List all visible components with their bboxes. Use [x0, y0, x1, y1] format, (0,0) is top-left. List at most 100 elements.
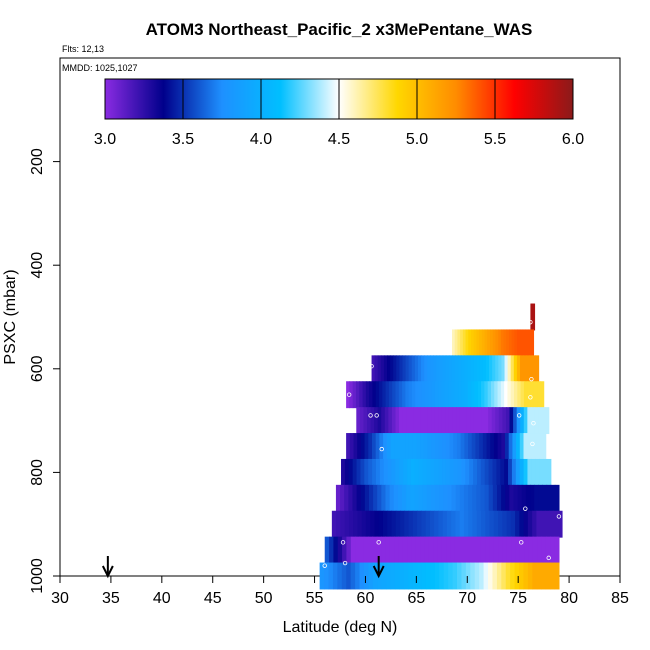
heatmap-cell [535, 458, 540, 486]
heatmap-cell [331, 510, 337, 538]
heatmap-cell [408, 562, 414, 590]
heatmap-cell [463, 484, 469, 512]
heatmap-cell [380, 355, 385, 383]
heatmap-cell [344, 510, 350, 538]
heatmap-cell [393, 484, 399, 512]
heatmap-cell [372, 536, 378, 564]
heatmap-cell [498, 510, 503, 538]
heatmap-cell [464, 381, 469, 409]
colorbar-tick-label: 4.0 [250, 131, 272, 148]
heatmap-cell [360, 484, 366, 512]
heatmap-cell [504, 381, 509, 409]
heatmap-cell [369, 381, 374, 409]
heatmap-cell [516, 355, 521, 383]
heatmap-cell [541, 407, 546, 435]
colorbar-tick-label: 6.0 [562, 131, 584, 148]
heatmap-cell [426, 484, 432, 512]
heatmap-cell [399, 407, 404, 435]
heatmap-cell [407, 536, 413, 564]
heatmap-cell [533, 303, 535, 331]
heatmap-cell [427, 433, 432, 460]
heatmap-cell [424, 355, 428, 383]
heatmap-cell [501, 484, 506, 512]
heatmap-cell [510, 381, 515, 409]
heatmap-cell [357, 433, 362, 460]
heatmap-cell [479, 562, 485, 590]
heatmap-cell [390, 355, 394, 383]
heatmap-cell [496, 484, 502, 512]
heatmap-cell [431, 407, 436, 435]
heatmap-cell [381, 562, 387, 590]
heatmap-cell [436, 355, 441, 383]
heatmap-cell [452, 329, 456, 357]
heatmap-cell [488, 562, 494, 590]
heatmap-cell [434, 458, 439, 486]
colorbar: 3.0 3.5 4.0 4.5 5.0 5.5 6.0 [94, 78, 584, 148]
heatmap-cell [434, 433, 440, 460]
heatmap-cell [452, 407, 457, 435]
heatmap-cell [401, 484, 407, 512]
heatmap-cell [461, 355, 465, 383]
heatmap-cell [467, 536, 473, 564]
heatmap-cell [476, 355, 481, 383]
heatmap-cell [431, 433, 436, 460]
heatmap-cell [485, 355, 490, 383]
heatmap-cell [519, 433, 525, 460]
heatmap-cell [353, 510, 359, 538]
heatmap-cell [522, 329, 526, 357]
x-axis-label: Latitude (deg N) [283, 619, 398, 636]
heatmap-cell [514, 381, 518, 409]
heatmap-cell [382, 381, 387, 409]
sample-marker [368, 413, 373, 418]
heatmap-cell [540, 510, 546, 538]
heatmap-cell [421, 381, 426, 409]
flights-label: Flts: 12,13 [62, 44, 104, 54]
x-tick-label: 80 [560, 590, 578, 607]
heatmap-cell [472, 510, 478, 538]
heatmap-cell [483, 562, 489, 590]
heatmap-cell [456, 562, 463, 590]
heatmap-cell [502, 407, 507, 435]
heatmap-cell [371, 433, 377, 460]
sample-marker [379, 446, 384, 452]
heatmap-cell [503, 329, 507, 357]
y-tick-label: 600 [29, 355, 46, 382]
heatmap-cell [454, 536, 460, 564]
heatmap-cell [412, 433, 417, 460]
heatmap-cell [530, 329, 535, 357]
heatmap-cell [554, 484, 560, 512]
heatmap-cell [394, 433, 399, 460]
sample-marker [369, 364, 374, 369]
heatmap-cell [504, 355, 509, 383]
sample-marker [556, 514, 562, 519]
heatmap-cell [399, 562, 405, 590]
heatmap-cell [515, 510, 520, 538]
heatmap-cell [468, 510, 474, 538]
heatmap-cell [346, 536, 352, 564]
heatmap-cell [527, 458, 532, 486]
heatmap-cell [350, 536, 356, 564]
heatmap-cell [429, 510, 435, 538]
heatmap-cell [512, 433, 517, 460]
flight-arrow-head [101, 565, 114, 579]
heatmap-cell [519, 562, 525, 590]
heatmap-cell [480, 458, 486, 486]
heatmap-cell [390, 433, 395, 460]
heatmap-cell [441, 381, 446, 409]
heatmap-cell [445, 407, 450, 435]
heatmap-cell [442, 433, 447, 460]
heatmap-cell [468, 484, 473, 512]
heatmap-cell [399, 458, 404, 486]
heatmap-cell [415, 381, 420, 409]
heatmap-cell [356, 484, 362, 512]
heatmap-cell [461, 562, 467, 590]
x-tick-label: 65 [407, 590, 425, 607]
heatmap-cell [468, 329, 472, 357]
heatmap-cell [366, 407, 372, 435]
sample-marker [529, 376, 534, 382]
heatmap-cell [410, 484, 415, 512]
heatmap-cell [408, 433, 414, 460]
heatmap-cell [408, 381, 413, 409]
heatmap-cell [468, 433, 473, 460]
sample-marker [340, 540, 346, 545]
